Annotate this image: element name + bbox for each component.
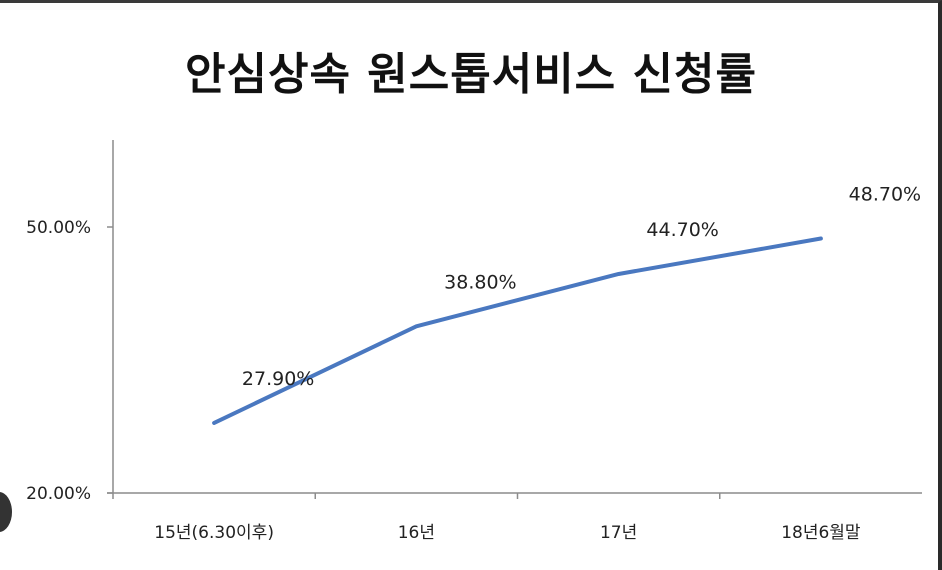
corner-fragment: [0, 492, 12, 532]
series-line: [212, 236, 823, 425]
y-tick-label: 50.00%: [26, 218, 91, 238]
x-tick-label: 17년: [600, 523, 637, 543]
x-tick-label: 15년(6.30이후): [154, 523, 274, 543]
y-tick-label: 20.00%: [26, 484, 91, 504]
data-label: 38.80%: [444, 271, 516, 293]
x-tick-label: 16년: [398, 523, 435, 543]
data-label: 48.70%: [849, 184, 921, 206]
x-tick-label: 18년6월말: [781, 523, 861, 543]
data-label: 44.70%: [646, 219, 718, 241]
chart-title: 안심상속 원스톱서비스 신청률: [185, 49, 757, 100]
data-label: 27.90%: [242, 368, 314, 390]
